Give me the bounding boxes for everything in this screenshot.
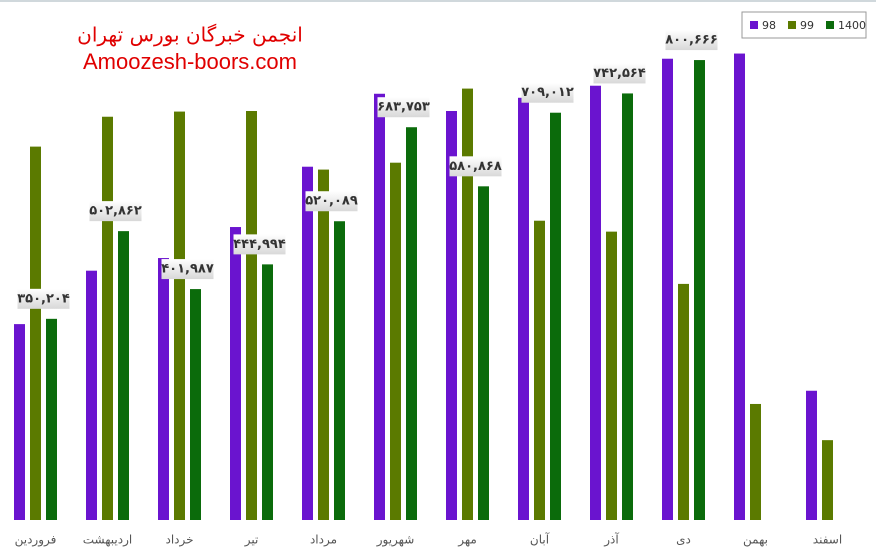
- bar: [118, 231, 129, 520]
- legend-label: 1400: [838, 19, 866, 32]
- x-tick-label: دی: [676, 533, 691, 547]
- data-label-box: [233, 234, 286, 255]
- data-label-box: [665, 30, 718, 51]
- data-label-text: ۴۴۴,۹۹۴: [233, 237, 286, 252]
- data-label-text: ۶۸۳,۷۵۳: [377, 100, 430, 115]
- data-label: ۵۸۰,۸۶۸: [449, 156, 502, 177]
- bar: [694, 60, 705, 521]
- legend-label: 99: [800, 19, 814, 32]
- bar: [662, 58, 673, 521]
- data-label-text: ۳۵۰,۲۰۴: [17, 291, 70, 306]
- bar: [30, 146, 41, 520]
- bar: [446, 110, 457, 521]
- bar: [550, 112, 561, 520]
- data-label-text: ۷۴۲,۵۶۴: [593, 66, 646, 81]
- bar: [374, 93, 385, 521]
- data-label-box: [377, 97, 430, 118]
- data-label-box: [305, 191, 358, 212]
- bar: [190, 289, 201, 520]
- bar: [590, 85, 601, 520]
- data-label-text: ۸۰۰,۶۶۶: [665, 33, 718, 48]
- data-label: ۷۴۲,۵۶۴: [593, 63, 646, 84]
- data-label-box: [593, 63, 646, 84]
- bar: [622, 93, 633, 520]
- bar: [734, 53, 745, 520]
- data-label: ۳۵۰,۲۰۴: [17, 288, 70, 309]
- bar: [462, 88, 473, 520]
- bar: [246, 110, 257, 521]
- data-label: ۵۰۲,۸۶۲: [89, 201, 142, 222]
- bar: [390, 162, 401, 520]
- x-tick-label: اردیبهشت: [83, 533, 132, 548]
- data-label: ۸۰۰,۶۶۶: [665, 30, 718, 51]
- data-label: ۷۰۹,۰۱۲: [521, 82, 574, 103]
- data-label: ۵۲۰,۰۸۹: [305, 191, 358, 212]
- bar: [534, 220, 545, 520]
- watermark-en: Amoozesh-boors.com: [83, 49, 297, 74]
- bar: [406, 127, 417, 520]
- plot-area: فروردین اردیبهشت خرداد تیر مرداد شهریور مهر آبا…: [14, 30, 842, 548]
- bar: [230, 227, 241, 521]
- bar: [678, 283, 689, 520]
- bar: [334, 221, 345, 520]
- bar: [174, 111, 185, 520]
- x-tick-label: آبان: [530, 532, 550, 547]
- x-tick-label: خرداد: [165, 533, 193, 548]
- bar: [102, 116, 113, 521]
- data-label-box: [521, 82, 574, 103]
- bar: [158, 258, 169, 520]
- x-tick-label: تیر: [244, 533, 259, 548]
- bar: [806, 390, 817, 520]
- data-label-text: ۵۲۰,۰۸۹: [305, 194, 358, 209]
- watermark-fa: انجمن خبرگان بورس تهران: [77, 23, 303, 47]
- data-label: ۶۸۳,۷۵۳: [377, 97, 430, 118]
- bar: [822, 440, 833, 520]
- x-tick-label: فروردین: [15, 533, 57, 548]
- x-tick-label: مهر: [457, 533, 477, 548]
- data-label-box: [17, 288, 70, 309]
- legend-box: [741, 11, 867, 39]
- bar: [302, 166, 313, 520]
- legend: 98 99 1400: [750, 19, 866, 32]
- bar: [86, 270, 97, 520]
- bar: [606, 231, 617, 520]
- bar: [750, 403, 761, 520]
- bar: [318, 169, 329, 521]
- bar: [14, 324, 25, 520]
- legend-swatch: [788, 21, 796, 29]
- data-label: ۴۰۱,۹۸۷: [161, 259, 214, 280]
- data-label-text: ۴۰۱,۹۸۷: [161, 262, 214, 277]
- x-tick-label: اسفند: [813, 533, 842, 547]
- data-label-text: ۷۰۹,۰۱۲: [521, 85, 574, 100]
- data-label-box: [449, 156, 502, 177]
- x-tick-label: بهمن: [743, 533, 768, 548]
- legend-swatch: [826, 21, 834, 29]
- bar: [478, 186, 489, 520]
- x-tick-label: آذر: [603, 532, 619, 548]
- bar: [262, 264, 273, 520]
- bar: [46, 318, 57, 520]
- legend-swatch: [750, 21, 758, 29]
- data-label: ۴۴۴,۹۹۴: [233, 234, 286, 255]
- data-label-text: ۵۰۲,۸۶۲: [89, 204, 142, 219]
- x-tick-label: مرداد: [310, 533, 337, 548]
- legend-label: 98: [762, 19, 776, 32]
- x-tick-label: شهریور: [376, 533, 415, 548]
- bar: [518, 97, 529, 521]
- data-label-box: [89, 201, 142, 222]
- data-label-box: [161, 259, 214, 280]
- data-label-text: ۵۸۰,۸۶۸: [449, 159, 502, 174]
